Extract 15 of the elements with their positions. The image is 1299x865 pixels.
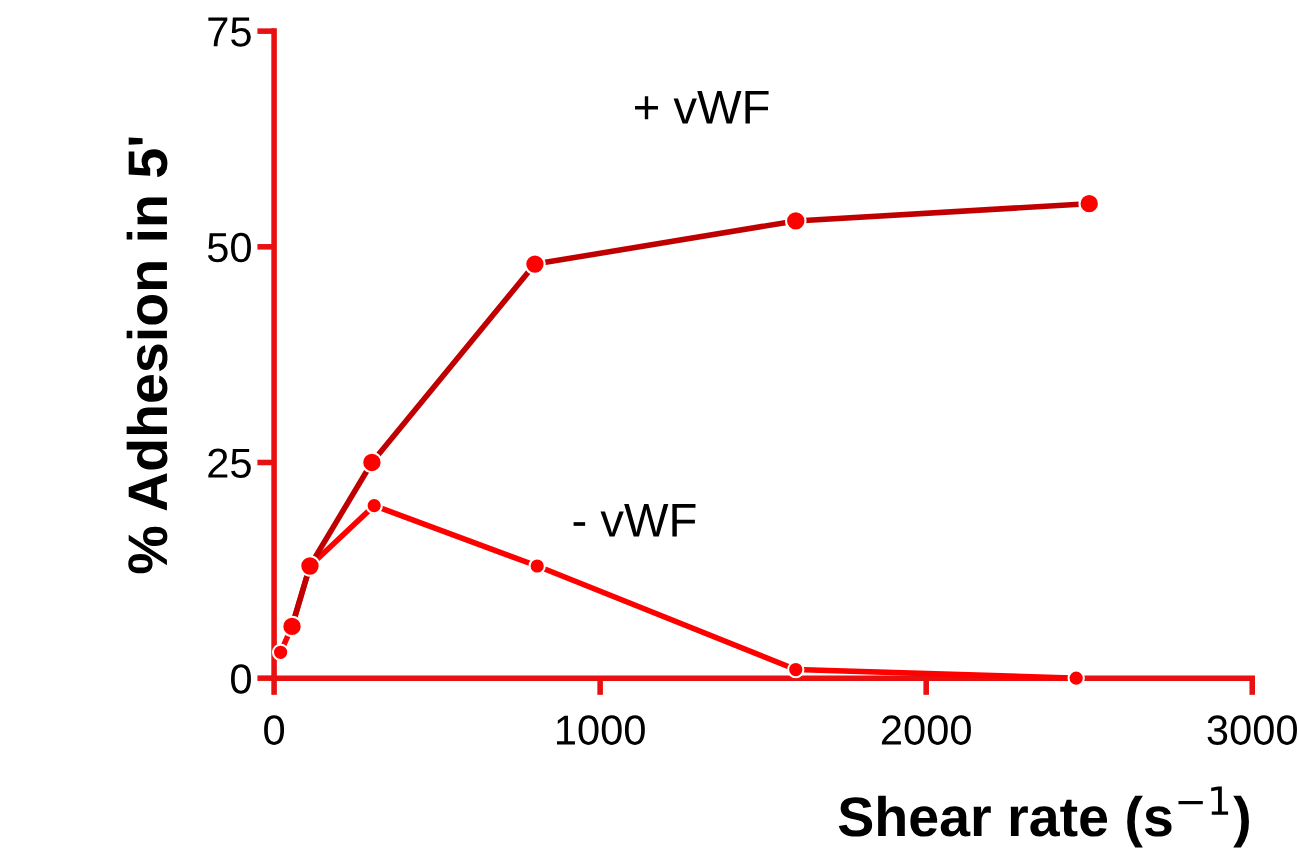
point: [271, 643, 290, 661]
series-label: + vWF: [635, 91, 769, 124]
x-tick-label: 1000: [556, 715, 645, 745]
y-tick-label: 25: [208, 448, 251, 478]
y-tick-label: 50: [207, 232, 251, 263]
x-tick-label: 2000: [881, 715, 971, 745]
point: [528, 557, 546, 575]
y-tick-label: 0: [231, 664, 251, 694]
x-axis-title: Shear rate (s$^{−1}$): [838, 786, 1249, 848]
x-tick-label: 0: [264, 715, 285, 745]
x-tick-label: 3000: [1207, 715, 1297, 745]
series-label: - vWF: [573, 504, 696, 537]
point: [1067, 669, 1085, 687]
y-tick-label: 75: [208, 17, 251, 47]
y-axis-title: % Adhesion in 5': [126, 137, 168, 574]
